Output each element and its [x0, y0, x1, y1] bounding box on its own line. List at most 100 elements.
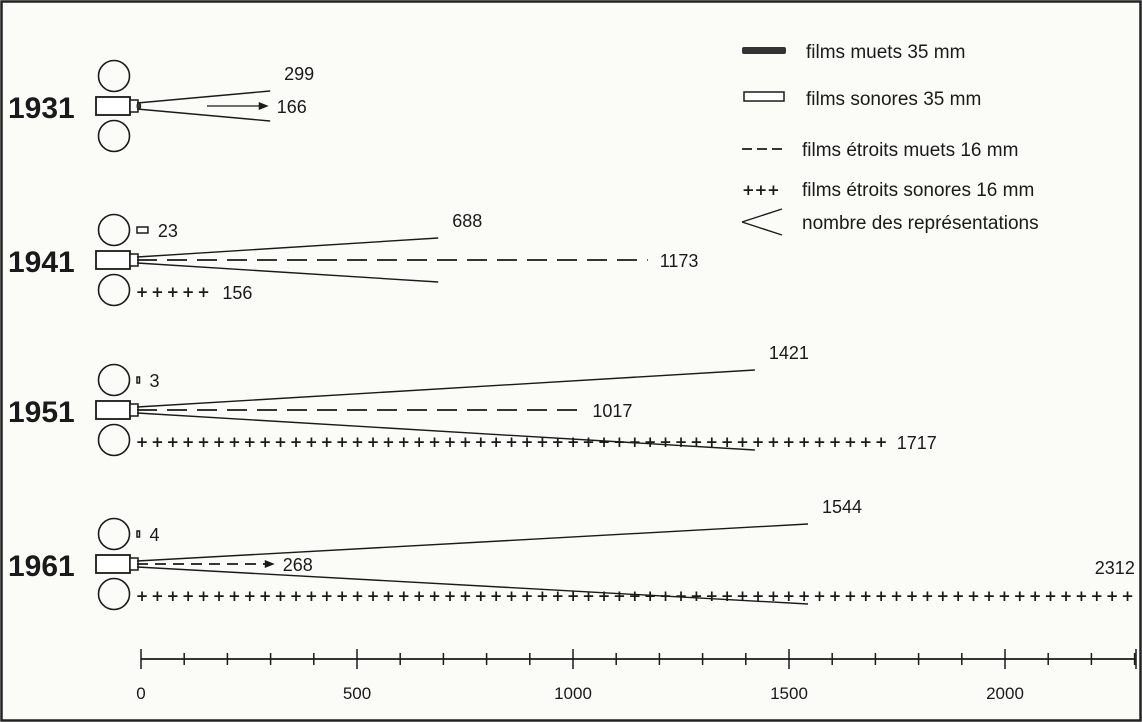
bar-sound-16mm-1951: + [736, 433, 749, 451]
bar-sound-16mm-1961: + [890, 587, 903, 605]
bar-sound-16mm-1961: + [921, 587, 934, 605]
bar-sound-16mm-1951: + [444, 433, 457, 451]
bar-sound-16mm-1951: + [136, 433, 149, 451]
bar-sound-16mm-1961: + [783, 587, 796, 605]
reel-top-1941 [97, 213, 131, 247]
year-label-1931: 1931 [8, 92, 75, 125]
bar-sound-16mm-1951: + [875, 433, 888, 451]
bar-sound-16mm-1951: + [721, 433, 734, 451]
bar-sound-16mm-1961: + [983, 587, 996, 605]
bar-sound-16mm-1961: + [706, 587, 719, 605]
reel-bottom-1951 [97, 423, 131, 457]
bar-sound-16mm-1951: + [659, 433, 672, 451]
bar-sound-16mm-1951: + [305, 433, 318, 451]
bar-sound-16mm-1961: + [552, 587, 565, 605]
repr-value-label-1951: 1421 [769, 343, 809, 363]
bar-sound-16mm-1961: + [459, 587, 472, 605]
bar-sound-16mm-1951: + [351, 433, 364, 451]
legend-label-silent-16mm: films étroits muets 16 mm [802, 140, 1018, 161]
reel-bottom-1941 [97, 273, 131, 307]
bar-sound-16mm-1951: + [567, 433, 580, 451]
bar-sound-16mm-1951: + [690, 433, 703, 451]
reel-top-1961 [97, 517, 131, 551]
bar-sound-16mm-1961: + [598, 587, 611, 605]
bar-sound-16mm-1961: + [813, 587, 826, 605]
bar-sound-16mm-1961: + [937, 587, 950, 605]
bar-sound-16mm-1951: + [629, 433, 642, 451]
bar-sound-16mm-1961: + [613, 587, 626, 605]
bar-sound-16mm-1961: + [259, 587, 272, 605]
bar-sound-16mm-1951: + [675, 433, 688, 451]
bar-sound-16mm-value-1941: 156 [222, 283, 252, 303]
legend-symbol-sound-35mm [743, 91, 785, 102]
bar-sound-16mm-1961: + [321, 587, 334, 605]
bar-sound-16mm-1961: + [197, 587, 210, 605]
bar-sound-16mm-1951: + [752, 433, 765, 451]
bar-sound-16mm-1961: + [536, 587, 549, 605]
bar-sound-35mm-1961 [136, 530, 141, 538]
bar-sound-16mm-value-1951: 1717 [897, 433, 937, 453]
bar-sound-16mm-1961: + [952, 587, 965, 605]
bar-sound-16mm-1951: + [382, 433, 395, 451]
reel-bottom-1931 [97, 119, 131, 153]
bar-sound-35mm-1951 [136, 376, 141, 384]
bar-sound-16mm-1961: + [490, 587, 503, 605]
legend-symbol-silent-35mm [742, 47, 786, 54]
bar-sound-16mm-1951: + [459, 433, 472, 451]
bar-sound-16mm-1961: + [567, 587, 580, 605]
bar-sound-16mm-1951: + [582, 433, 595, 451]
bar-sound-16mm-1961: + [367, 587, 380, 605]
projector-lens-1941 [129, 253, 139, 267]
bar-sound-16mm-1961: + [398, 587, 411, 605]
bar-sound-16mm-1961: + [136, 587, 149, 605]
bar-sound-16mm-1961: + [505, 587, 518, 605]
bar-sound-16mm-1961: + [752, 587, 765, 605]
bar-sound-16mm-value-1961: 2312 [1095, 558, 1135, 578]
bar-sound-16mm-1961: + [351, 587, 364, 605]
bar-sound-16mm-1951: + [598, 433, 611, 451]
bar-sound-35mm-value-1951: 3 [150, 371, 160, 391]
bar-sound-16mm-1961: + [228, 587, 241, 605]
year-label-1951: 1951 [8, 396, 75, 429]
repr-line-lower-1961 [136, 566, 809, 605]
bar-sound-16mm-1951: + [490, 433, 503, 451]
projector-body-1961 [95, 554, 131, 574]
bar-sound-16mm-1951: + [398, 433, 411, 451]
bar-sound-35mm-value-1941: 23 [158, 221, 178, 241]
bar-silent-35mm-arrowhead-1931 [258, 102, 269, 110]
bar-silent-16mm-value-1951: 1017 [592, 401, 632, 421]
bar-sound-16mm-1961: + [382, 587, 395, 605]
bar-sound-16mm-1951: + [706, 433, 719, 451]
bar-sound-16mm-1951: + [167, 433, 180, 451]
bar-sound-16mm-1961: + [213, 587, 226, 605]
bar-silent-16mm-arrowhead-1961 [264, 560, 275, 568]
bar-sound-16mm-1951: + [290, 433, 303, 451]
bar-sound-16mm-1961: + [413, 587, 426, 605]
bar-sound-16mm-1941-group: + + + + + [136, 283, 210, 301]
bar-sound-16mm-1951: + [274, 433, 287, 451]
bar-sound-16mm-1961: + [336, 587, 349, 605]
bar-sound-16mm-1961: + [1029, 587, 1042, 605]
x-tick-label: 1500 [770, 684, 808, 703]
bar-sound-16mm-1951: + [321, 433, 334, 451]
legend-symbol-representations-lower [741, 221, 783, 236]
bar-sound-16mm-1961: + [736, 587, 749, 605]
bar-sound-16mm-1961: + [244, 587, 257, 605]
bar-sound-16mm-1951: + [197, 433, 210, 451]
bar-sound-16mm-1961: + [798, 587, 811, 605]
bar-sound-16mm-1951: + [151, 433, 164, 451]
repr-line-lower-1941 [136, 262, 439, 283]
bar-sound-16mm-1951: + [475, 433, 488, 451]
bar-sound-16mm-1961: + [1091, 587, 1104, 605]
bar-sound-16mm-1951: + [336, 433, 349, 451]
bar-sound-16mm-1961: + [1014, 587, 1027, 605]
year-label-1961: 1961 [8, 550, 75, 583]
repr-value-label-1961: 1544 [822, 497, 862, 517]
bar-sound-16mm-1961: + [721, 587, 734, 605]
bar-sound-16mm-1961: + [644, 587, 657, 605]
bar-sound-16mm-1961: + [659, 587, 672, 605]
bar-sound-16mm-1961: + [1075, 587, 1088, 605]
bar-sound-16mm-1961: + [582, 587, 595, 605]
